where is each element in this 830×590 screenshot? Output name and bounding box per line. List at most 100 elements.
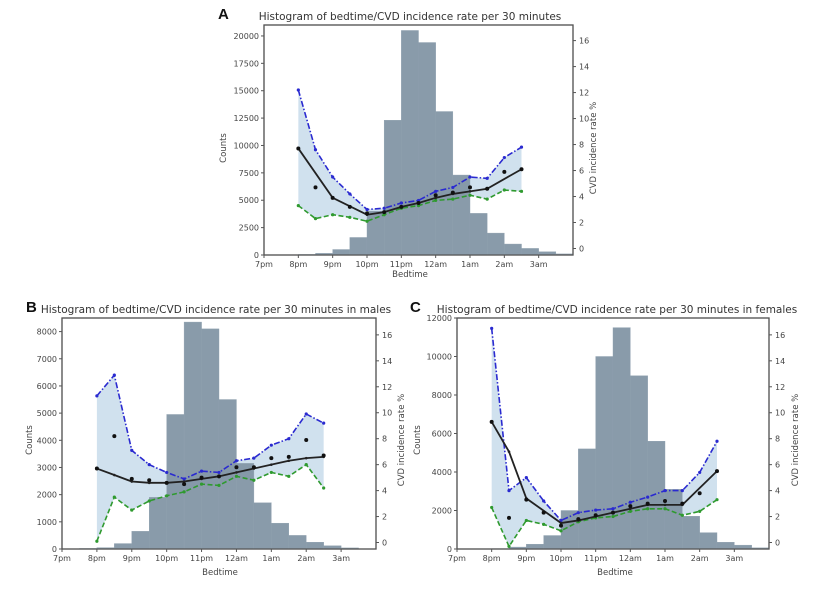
fit-marker — [270, 463, 273, 466]
observed-point — [251, 465, 256, 470]
y2-tick-label: 14 — [579, 63, 589, 72]
histogram-bar — [595, 356, 614, 550]
upper-marker — [165, 470, 169, 475]
x-tick-label: 7pm — [255, 260, 273, 269]
confidence-band-c — [491, 328, 717, 547]
lower-line-b — [96, 463, 325, 542]
confidence-band-b — [96, 375, 324, 542]
plot-border-a — [263, 24, 574, 256]
observed-point — [147, 478, 152, 483]
panel-letter-b: B — [26, 299, 37, 316]
lower-marker — [485, 197, 489, 201]
lower-marker — [451, 197, 455, 201]
y2-tick-label: 12 — [382, 383, 392, 392]
lower-marker — [304, 463, 308, 467]
histogram-bar — [486, 232, 505, 256]
histogram-bar — [543, 535, 562, 550]
upper-marker — [485, 176, 489, 180]
x-tick-label: 3am — [725, 554, 743, 563]
x-axis-label-b: Bedtime — [202, 568, 238, 578]
observed-point — [269, 456, 274, 461]
plot-area-a: 7pm 8pm 9pm 10pm 11pm 12am 1am 2am 3am 0 2500 5000 7… — [234, 24, 589, 269]
upper-marker — [646, 495, 650, 499]
upper-line-c — [490, 328, 718, 522]
x-tick-label: 7pm — [448, 554, 466, 563]
y2-tick-label: 16 — [775, 331, 785, 340]
y-tick-label: 10000 — [234, 141, 259, 150]
y-tick-label: 8000 — [432, 391, 452, 400]
y-tick-label: 15000 — [234, 87, 259, 96]
lower-marker — [269, 470, 273, 475]
lower-line-a — [297, 189, 522, 223]
lower-marker — [715, 498, 719, 502]
histogram-bar — [469, 213, 488, 256]
observed-point — [365, 211, 369, 216]
observed-point — [680, 501, 685, 506]
y-tick-label: 4000 — [37, 436, 57, 445]
observed-point — [468, 185, 472, 190]
upper-marker — [663, 489, 667, 493]
lower-marker — [524, 518, 528, 523]
x-tick-label: 2am — [691, 554, 709, 563]
upper-marker — [715, 439, 719, 443]
y2-tick-label: 4 — [775, 487, 780, 496]
x-axis-label-c: Bedtime — [597, 568, 633, 578]
y2-tick-label: 10 — [579, 115, 589, 124]
y-tick-label: 6000 — [432, 430, 452, 439]
observed-point — [628, 504, 633, 509]
x-tick-label: 10pm — [155, 554, 178, 563]
observed-point — [485, 186, 490, 191]
y-tick-label: 0 — [52, 545, 57, 554]
observed-point — [489, 419, 494, 424]
histogram-bar — [716, 542, 735, 550]
histogram-bar — [664, 489, 683, 550]
upper-marker — [112, 373, 116, 377]
histogram-bar — [699, 532, 718, 550]
upper-marker — [542, 499, 546, 503]
lower-marker — [365, 219, 369, 223]
lower-marker — [628, 509, 632, 513]
upper-line-a — [297, 89, 522, 211]
histogram-bar — [383, 120, 402, 256]
observed-point — [321, 453, 326, 458]
fit-marker — [147, 481, 151, 485]
histogram-bar — [504, 243, 522, 256]
y2-tick-label: 10 — [775, 409, 785, 418]
y2-tick-label: 14 — [775, 357, 785, 366]
y2-tick-label: 4 — [382, 487, 387, 496]
observed-point — [94, 466, 99, 471]
lower-marker — [507, 544, 511, 549]
upper-marker — [507, 489, 511, 493]
y-tick-label: 0 — [254, 251, 259, 260]
upper-marker — [680, 489, 684, 493]
upper-marker — [95, 394, 99, 398]
x-tick-label: 10pm — [549, 554, 572, 563]
lower-marker — [680, 513, 684, 517]
y2-tick-label: 8 — [382, 435, 387, 444]
upper-marker — [594, 508, 598, 512]
x-tick-label: 8pm — [88, 554, 106, 563]
observed-point — [502, 169, 507, 174]
y2-tick-label: 16 — [579, 37, 589, 46]
histogram-bar — [435, 111, 454, 256]
upper-marker — [576, 511, 580, 515]
x-tick-label: 12am — [619, 554, 642, 563]
upper-marker — [399, 201, 403, 205]
lower-marker — [519, 189, 524, 193]
x-tick-label: 3am — [530, 260, 548, 269]
lower-marker — [252, 478, 256, 482]
x-tick-label: 9pm — [123, 554, 141, 563]
y2-tick-label: 8 — [775, 435, 780, 444]
fit-marker — [629, 507, 632, 511]
upper-marker — [611, 507, 615, 511]
x-tick-label: 8pm — [289, 260, 307, 269]
x-tick-label: 12am — [225, 554, 248, 563]
histogram-bar — [452, 174, 471, 256]
fit-marker — [113, 473, 116, 477]
observed-point — [524, 497, 529, 502]
histogram-bar — [114, 543, 132, 550]
upper-line-b — [96, 373, 325, 480]
upper-marker — [698, 470, 702, 475]
y2-tick-label: 2 — [775, 513, 780, 522]
y-tick-label: 12000 — [427, 314, 452, 323]
